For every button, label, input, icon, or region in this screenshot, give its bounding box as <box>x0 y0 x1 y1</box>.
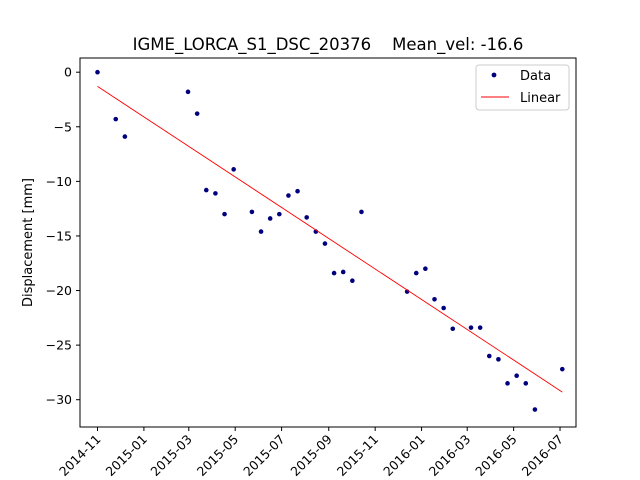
x-tick-label: 2015-07 <box>240 432 288 480</box>
data-point <box>450 326 456 332</box>
legend-marker-data <box>491 72 497 78</box>
data-point <box>359 209 364 215</box>
data-point <box>468 325 474 330</box>
x-tick-label: 2016-05 <box>472 432 520 480</box>
x-tick-label: 2015-05 <box>194 432 242 480</box>
x-tick-label: 2016-01 <box>380 432 428 480</box>
x-tick-label: 2014-11 <box>56 432 104 480</box>
data-point <box>560 366 565 372</box>
data-point <box>505 381 510 386</box>
x-tick-label: 2016-07 <box>519 432 567 480</box>
data-point <box>322 241 328 246</box>
x-tick-label: 2015-03 <box>147 432 195 480</box>
y-tick-label: −25 <box>46 338 72 353</box>
y-tick-label: −5 <box>54 119 72 134</box>
data-point <box>222 211 227 217</box>
data-point <box>277 211 282 217</box>
y-tick-label: −15 <box>46 228 72 243</box>
x-tick-label: 2015-09 <box>287 431 335 479</box>
legend-frame <box>475 64 570 111</box>
data-point <box>350 278 355 284</box>
data-point <box>295 188 300 194</box>
y-tick-label: −20 <box>46 283 72 298</box>
data-point <box>304 215 309 220</box>
y-axis: 0 −5 −10 −15 −20 −25 −30 <box>46 65 80 407</box>
data-point <box>340 269 346 275</box>
y-tick-label: 0 <box>64 65 72 80</box>
data-point <box>203 187 209 193</box>
data-point <box>441 305 446 311</box>
data-point <box>185 89 191 95</box>
legend-label-data: Data <box>520 69 551 84</box>
data-point <box>532 407 538 412</box>
data-point <box>258 229 264 234</box>
data-point <box>523 381 529 386</box>
y-tick-label: −10 <box>46 174 72 189</box>
x-tick-label: 2015-01 <box>102 432 150 480</box>
linear-fit-line <box>97 86 563 393</box>
data-point <box>249 209 255 215</box>
data-point <box>286 193 291 198</box>
data-point <box>113 116 119 122</box>
x-tick-label: 2015-11 <box>334 432 382 480</box>
data-point <box>496 357 501 362</box>
chart-title: IGME_LORCA_S1_DSC_20376 Mean_vel: -16.6 <box>133 35 524 55</box>
data-point <box>213 191 218 196</box>
plot-area <box>79 57 577 428</box>
x-tick-label: 2016-03 <box>426 432 474 480</box>
data-point <box>267 216 273 221</box>
data-point <box>413 270 419 276</box>
data-point <box>231 167 236 172</box>
data-point <box>486 353 492 359</box>
y-axis-label: Displacement [mm] <box>21 178 36 307</box>
data-point <box>432 296 437 302</box>
data-point <box>194 111 200 116</box>
data-point <box>331 270 337 276</box>
y-tick-label: −30 <box>46 392 72 407</box>
legend-label-linear: Linear <box>520 91 561 106</box>
data-point <box>423 266 428 272</box>
series-layer <box>95 69 565 412</box>
axes-frame <box>79 57 577 428</box>
data-point <box>122 134 128 139</box>
data-point <box>95 69 100 75</box>
legend: Data Linear <box>475 64 570 111</box>
data-point <box>477 325 483 330</box>
data-point <box>514 373 519 378</box>
